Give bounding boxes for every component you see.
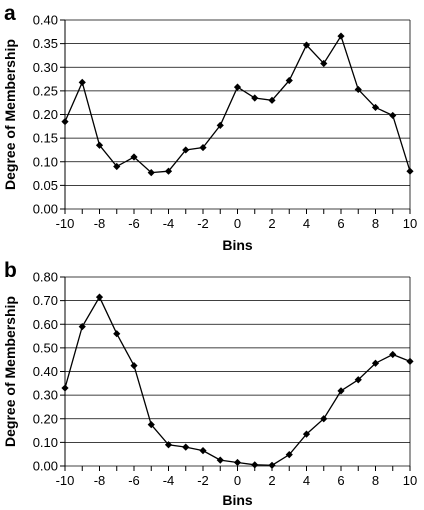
data-point: [354, 376, 362, 384]
data-point: [406, 357, 414, 365]
y-tick-label: 0.30: [33, 388, 58, 403]
data-point: [130, 361, 138, 370]
y-tick-label: 0.00: [33, 202, 58, 217]
y-tick-label: 0.40: [33, 364, 58, 379]
y-tick-label: 0.50: [33, 340, 58, 355]
data-point: [233, 458, 242, 467]
x-tick-label: 2: [268, 473, 275, 488]
data-point: [251, 94, 259, 102]
data-point: [337, 32, 345, 40]
data-point: [199, 143, 207, 152]
data-point: [371, 359, 380, 367]
y-tick-label: 0.35: [33, 36, 58, 51]
data-point: [95, 293, 104, 301]
x-tick-label: -6: [128, 216, 140, 231]
x-axis-title: Bins: [222, 237, 253, 253]
data-point: [389, 350, 397, 359]
x-tick-label: -8: [94, 473, 106, 488]
x-tick-label: -2: [197, 473, 209, 488]
x-tick-label: 10: [403, 216, 417, 231]
x-tick-label: 10: [403, 473, 417, 488]
data-point: [113, 330, 121, 338]
x-tick-label: 4: [303, 473, 310, 488]
panel-label: a: [4, 2, 16, 25]
y-tick-label: 0.60: [33, 317, 58, 332]
x-tick-label: -4: [163, 473, 175, 488]
data-point: [147, 421, 155, 429]
data-point: [216, 121, 224, 129]
data-point: [320, 415, 328, 423]
y-tick-label: 0.40: [33, 13, 58, 28]
x-tick-label: 8: [372, 473, 379, 488]
y-axis-title: Degree of Membership: [2, 39, 18, 190]
data-point: [78, 78, 86, 86]
data-point: [182, 443, 190, 451]
data-point: [130, 153, 138, 161]
x-tick-label: -8: [94, 216, 106, 231]
data-point: [61, 117, 69, 126]
x-tick-label: 6: [337, 473, 344, 488]
data-point: [285, 76, 293, 85]
data-point: [354, 85, 362, 94]
y-tick-label: 0.80: [33, 270, 58, 285]
x-tick-label: 2: [268, 216, 275, 231]
data-point: [216, 456, 224, 464]
x-tick-label: 4: [303, 216, 310, 231]
data-point: [302, 41, 311, 49]
x-axis-title: Bins: [222, 492, 253, 508]
x-tick-label: -10: [56, 473, 75, 488]
data-point: [285, 451, 293, 459]
y-tick-label: 0.05: [33, 178, 58, 193]
data-point: [268, 461, 276, 469]
y-tick-label: 0.25: [33, 83, 58, 98]
chart-panel-a: a 0.00 0.05 0.10 0.15 0.20 0.25 0.30 0.35 0.40 -10…: [2, 2, 417, 253]
data-point: [164, 167, 173, 175]
x-tick-label: 0: [234, 473, 241, 488]
y-tick-label: 0.70: [33, 293, 58, 308]
data-point: [320, 59, 328, 68]
data-point: [389, 111, 397, 120]
data-point: [199, 447, 207, 455]
x-tick-label: 8: [372, 216, 379, 231]
x-tick-label: 0: [234, 216, 241, 231]
data-point: [95, 141, 104, 149]
data-point: [406, 167, 414, 175]
panel-label: b: [4, 259, 17, 282]
y-tick-label: 0.10: [33, 154, 58, 169]
y-axis-title: Degree of Membership: [2, 296, 18, 447]
data-point: [164, 441, 173, 449]
data-point: [147, 169, 155, 177]
x-tick-label: -4: [163, 216, 175, 231]
data-point: [337, 387, 345, 395]
data-point: [268, 96, 276, 104]
y-tick-label: 0.15: [33, 131, 58, 146]
data-point: [182, 146, 190, 154]
y-tick-label: 0.30: [33, 60, 58, 75]
data-point: [251, 461, 259, 469]
x-tick-label: -2: [197, 216, 209, 231]
data-point: [302, 430, 311, 438]
data-point: [371, 103, 380, 112]
data-point: [61, 384, 69, 392]
x-tick-label: -6: [128, 473, 140, 488]
x-tick-label: 6: [337, 216, 344, 231]
y-tick-label: 0.20: [33, 107, 58, 122]
chart-panel-b: b 0.00 0.10 0.20 0.30 0.40 0.50 0.60 0.70 0.80 -10…: [2, 259, 417, 508]
data-point: [113, 162, 121, 171]
y-tick-label: 0.00: [33, 459, 58, 474]
x-tick-label: -10: [56, 216, 75, 231]
y-tick-label: 0.10: [33, 435, 58, 450]
data-point: [78, 323, 86, 331]
y-tick-label: 0.20: [33, 411, 58, 426]
data-point: [233, 83, 242, 91]
